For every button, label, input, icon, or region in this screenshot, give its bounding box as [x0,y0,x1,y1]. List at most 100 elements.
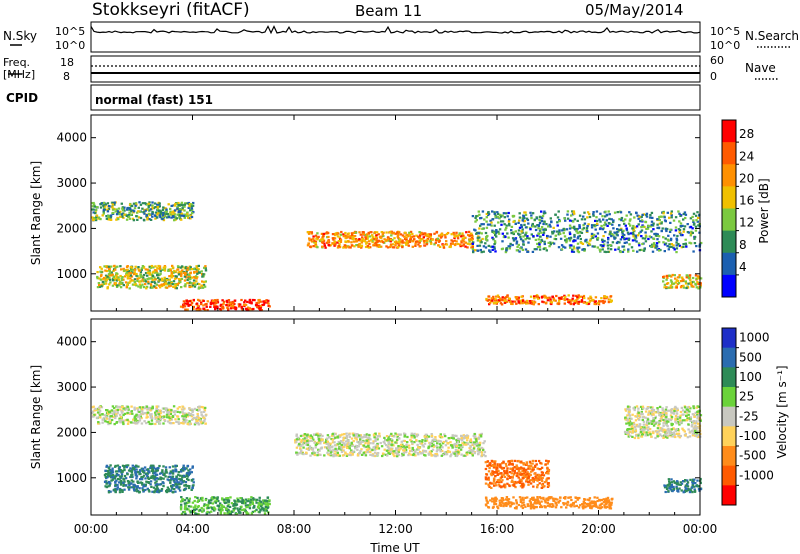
heatmap-cell [95,209,98,212]
heatmap-cell [347,245,350,248]
heatmap-cell [688,274,692,277]
heatmap-cell [247,498,250,501]
heatmap-cell [394,441,397,444]
heatmap-cell [170,216,173,219]
heatmap-cell [359,441,362,444]
heatmap-cell [680,246,683,249]
heatmap-cell [295,440,298,443]
heatmap-cell [317,441,320,444]
heatmap-cell [198,286,201,289]
heatmap-cell [142,406,145,409]
heatmap-cell [417,446,420,449]
heatmap-cell [471,242,474,245]
heatmap-cell [362,451,365,454]
heatmap-cell [450,233,453,236]
heatmap-cell [144,268,147,271]
heatmap-cell [391,243,395,246]
heatmap-cell [625,229,629,232]
heatmap-cell [96,277,99,280]
heatmap-cell [186,413,189,416]
heatmap-cell [154,422,157,426]
heatmap-cell [169,410,172,413]
heatmap-cell [374,433,377,436]
heatmap-cell [427,435,431,438]
heatmap-cell [361,238,364,241]
heatmap-cell [453,243,457,247]
heatmap-cell [683,225,687,228]
heatmap-cell [154,206,157,209]
heatmap-cell [146,218,149,221]
heatmap-cell [586,216,589,219]
heatmap-cell [144,412,147,415]
heatmap-cell [384,439,387,442]
heatmap-cell [621,245,624,248]
heatmap-cell [402,452,406,455]
heatmap-cell [205,303,208,306]
heatmap-cell [263,509,267,512]
heatmap-cell [148,490,151,493]
heatmap-cell [385,239,388,242]
heatmap-cell [586,229,589,233]
heatmap-cell [606,244,610,247]
heatmap-cell [194,504,197,507]
heatmap-cell [330,434,334,437]
heatmap-cell [114,266,117,269]
heatmap-cell [520,230,523,233]
heatmap-cell [491,229,494,232]
heatmap-cell [486,299,489,302]
heatmap-cell [315,237,318,240]
heatmap-cell [399,447,403,450]
heatmap-cell [188,485,191,488]
heatmap-cell [154,265,157,268]
heatmap-cell [383,448,386,451]
heatmap-cell [649,225,652,228]
heatmap-cell [492,295,495,298]
heatmap-cell [346,439,349,442]
heatmap-cell [480,446,483,449]
heatmap-cell [478,450,481,454]
heatmap-cell [256,506,260,509]
heatmap-cell [360,453,364,456]
heatmap-cell [413,449,416,452]
heatmap-cell [420,442,423,445]
heatmap-cell [161,407,165,410]
heatmap-cell [521,248,525,251]
heatmap-cell [418,231,421,234]
heatmap-cell [603,224,606,227]
heatmap-cell [167,203,170,206]
heatmap-cell [607,222,611,225]
heatmap-cell [394,244,397,247]
heatmap-cell [486,223,490,226]
heatmap-cell [671,273,674,277]
heatmap-cell [308,237,311,240]
heatmap-cell [137,481,140,484]
heatmap-cell [582,294,586,298]
heatmap-cell [143,212,146,215]
heatmap-cell [699,282,702,285]
heatmap-cell [179,280,182,284]
heatmap-cell [635,240,638,243]
heatmap-cell [147,270,150,273]
heatmap-cell [565,239,568,242]
heatmap-cell [421,444,424,447]
heatmap-cell [642,225,645,228]
heatmap-cell [492,302,496,305]
heatmap-cell [350,441,353,444]
heatmap-cell [156,483,159,486]
heatmap-cell [158,422,162,425]
heatmap-cell [142,273,146,277]
heatmap-cell [374,236,377,239]
heatmap-cell [226,497,230,500]
heatmap-cell [591,236,595,239]
heatmap-cell [122,477,125,480]
heatmap-cell [196,496,199,499]
heatmap-cell [404,433,407,436]
heatmap-cell [580,218,584,221]
heatmap-cell [494,233,497,237]
heatmap-cell [174,468,177,471]
heatmap-cell [518,212,521,215]
heatmap-cell [330,437,333,441]
heatmap-cell [546,235,549,238]
heatmap-cell [366,235,369,238]
